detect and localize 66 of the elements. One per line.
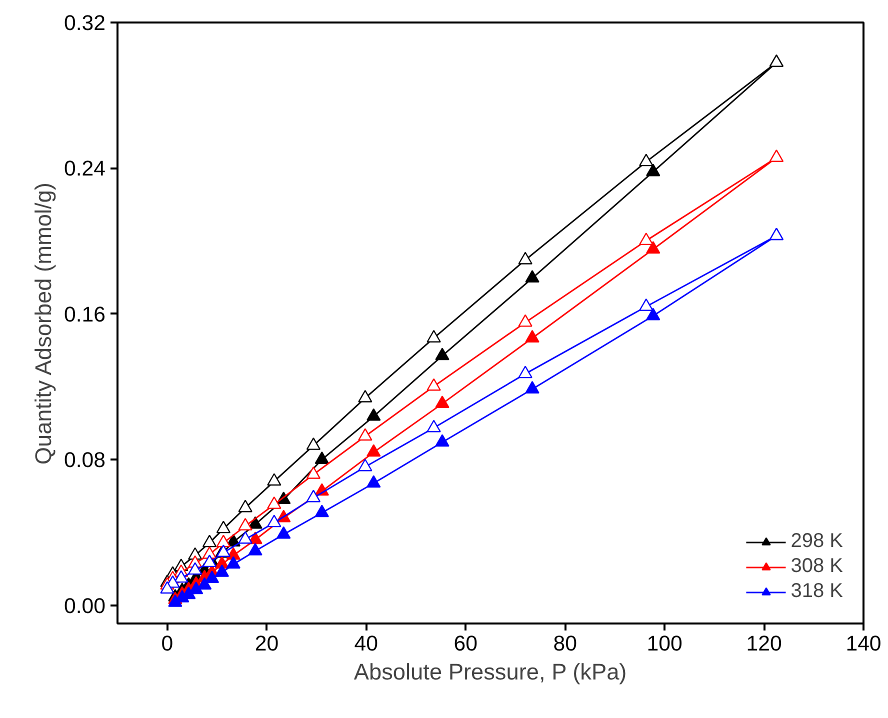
point [366,408,381,421]
point [358,390,372,402]
point [267,473,282,486]
legend-label: 298 K [790,530,843,553]
point [202,534,217,548]
point [426,420,441,432]
point [197,577,212,590]
y-tick-label: 0.24 [64,156,106,181]
point [306,466,321,479]
point [267,514,282,528]
point [267,496,282,509]
point [366,475,381,488]
point [358,458,372,472]
legend-label: 318 K [790,580,843,603]
x-tick-label: 120 [746,632,782,656]
point [226,556,240,569]
point [435,396,450,408]
x-axis-title: Absolute Pressure, P (kPa) [354,658,627,684]
point [639,298,654,311]
x-tick-label: 60 [454,632,478,656]
point [358,428,372,441]
y-tick-label: 0.32 [64,11,106,35]
point [435,434,450,447]
point [204,570,220,584]
point [276,526,291,539]
point [435,348,450,360]
point [216,520,231,534]
point [426,378,441,391]
point [525,381,540,394]
point [306,437,321,450]
point [188,562,202,575]
point [646,164,660,176]
point [160,581,174,594]
legend-label: 308 K [790,555,843,578]
x-tick-label: 100 [646,632,682,656]
point [518,366,532,378]
point [238,500,252,512]
point [646,308,660,320]
point [238,531,252,544]
y-tick-label: 0.08 [64,448,106,472]
point [646,241,660,254]
point [314,451,330,464]
point [216,534,231,548]
point [248,542,262,556]
x-tick-label: 140 [846,632,882,656]
point [426,330,441,342]
point [639,232,654,246]
point [639,154,654,166]
point [525,270,540,283]
x-tick-label: 20 [254,632,279,656]
point [202,554,217,568]
y-tick-label: 0.00 [64,594,106,618]
x-tick-label: 40 [354,632,378,656]
point [238,518,252,530]
point [214,564,230,577]
y-axis-title: Quantity Adsorbed (mmol/g) [30,182,56,465]
point [366,444,381,457]
point [518,314,532,327]
point [174,570,188,583]
x-tick-label: 80 [553,632,578,656]
point [314,504,330,518]
point [518,252,532,264]
point [525,330,540,342]
y-tick-label: 0.16 [64,302,106,326]
point [306,490,321,502]
x-tick-label: 0 [161,632,174,656]
